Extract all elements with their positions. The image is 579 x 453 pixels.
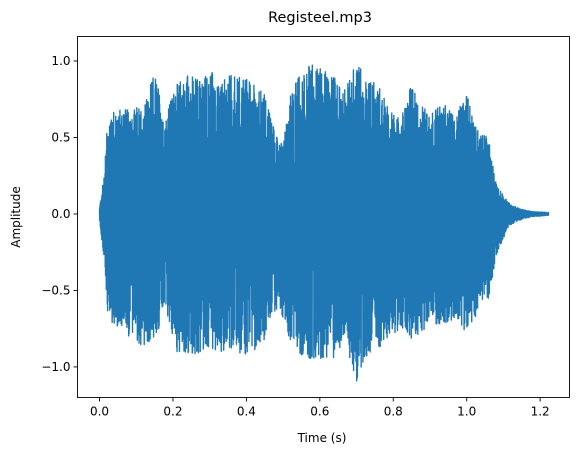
x-tick-label: 0.2 <box>163 405 182 419</box>
y-tick-label: 0.5 <box>51 130 70 144</box>
series-line-layer <box>98 64 550 382</box>
x-tick-label: 0.4 <box>237 405 256 419</box>
y-tick-label: 1.0 <box>51 54 70 68</box>
x-tick-label: 0.6 <box>310 405 329 419</box>
y-axis-ticks: −1.0 −0.5 0.0 0.5 1.0 <box>41 54 78 374</box>
plot-area <box>77 36 570 398</box>
series-line <box>98 64 550 382</box>
x-tick-label: 0.0 <box>90 405 109 419</box>
y-tick-label: −1.0 <box>41 360 70 374</box>
x-axis-label: Time (s) <box>297 431 347 445</box>
y-tick-label: 0.0 <box>51 207 70 221</box>
x-axis-ticks: 0.0 0.2 0.4 0.6 0.8 1.0 1.2 <box>90 397 550 419</box>
y-axis-label: Amplitude <box>9 186 23 248</box>
x-tick-label: 1.2 <box>531 405 550 419</box>
x-tick-label: 0.8 <box>384 405 403 419</box>
chart-title: Registeel.mp3 <box>268 10 372 26</box>
axes-frame <box>77 36 570 398</box>
x-tick-label: 1.0 <box>457 405 476 419</box>
y-tick-label: −0.5 <box>41 283 70 297</box>
